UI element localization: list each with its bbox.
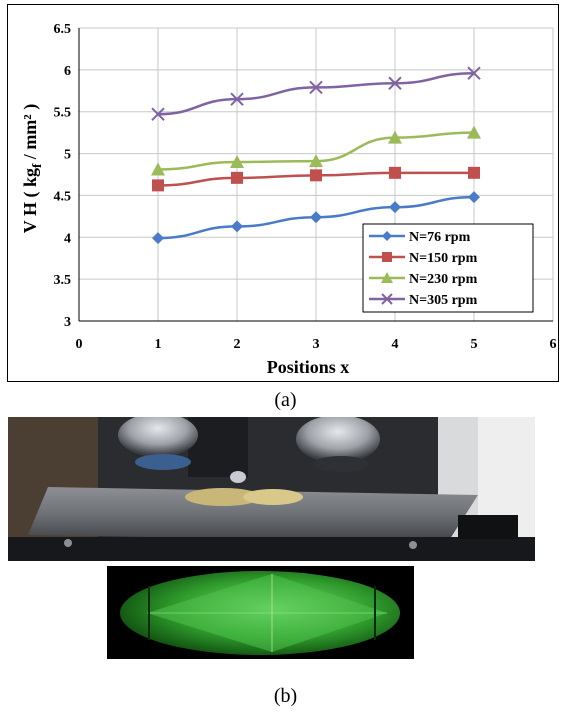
indentation-micrograph <box>107 566 414 659</box>
x-tick-label: 1 <box>155 337 162 352</box>
data-point-series-4 <box>388 76 402 90</box>
y-tick-label: 5 <box>64 148 71 163</box>
data-point-series-3 <box>388 130 402 144</box>
data-point-series-2 <box>152 179 164 192</box>
legend-marker-4 <box>381 293 393 305</box>
x-tick-label: 6 <box>550 337 557 352</box>
legend-marker-1 <box>382 231 392 241</box>
legend-label-3: N=230 rpm <box>409 272 478 287</box>
x-tick-label: 5 <box>471 337 478 352</box>
legend-marker-3 <box>381 272 393 283</box>
y-tick-label: 4 <box>64 231 71 246</box>
data-point-series-4 <box>309 80 323 95</box>
data-point-series-1 <box>152 232 164 245</box>
data-point-series-1 <box>310 211 322 224</box>
data-point-series-1 <box>468 191 480 204</box>
legend-label-2: N=150 rpm <box>409 251 478 266</box>
data-point-series-4 <box>230 92 244 106</box>
x-tick-label: 4 <box>392 337 399 352</box>
x-tick-label: 2 <box>234 337 241 352</box>
caption-b: (b) <box>273 685 298 707</box>
data-point-series-4 <box>467 66 481 80</box>
data-point-series-2 <box>231 171 243 184</box>
data-point-series-1 <box>231 220 243 233</box>
data-point-series-2 <box>310 169 322 182</box>
y-tick-label: 5.5 <box>54 106 72 121</box>
data-point-series-2 <box>389 166 401 179</box>
data-point-series-2 <box>468 166 480 179</box>
data-point-series-3 <box>230 154 244 168</box>
x-tick-label: 3 <box>313 337 320 352</box>
y-tick-label: 6.5 <box>54 22 72 37</box>
legend-label-1: N=76 rpm <box>409 230 471 245</box>
legend-marker-2 <box>382 252 392 262</box>
x-tick-label: 0 <box>76 337 83 352</box>
y-tick-label: 3 <box>64 315 71 330</box>
chart-frame: 0 1 2 3 4 5 6 3 3.5 4 4.5 5 5.5 6 6.5 Positions x V H ( … <box>7 4 559 382</box>
hardness-line-chart: 0 1 2 3 4 5 6 3 3.5 4 4.5 5 5.5 6 6.5 Positions x V H ( … <box>20 22 557 377</box>
data-point-series-3 <box>467 125 481 139</box>
x-axis-title: Positions x <box>267 357 350 377</box>
microhardness-tester-photo <box>8 417 535 561</box>
data-point-series-4 <box>151 107 165 121</box>
data-point-series-3 <box>151 162 165 176</box>
data-point-series-3 <box>309 154 323 168</box>
y-tick-label: 4.5 <box>54 189 72 204</box>
legend-box <box>362 223 534 313</box>
y-tick-label: 6 <box>64 64 71 79</box>
y-tick-label: 3.5 <box>54 273 72 288</box>
data-point-series-1 <box>389 201 401 214</box>
caption-a: (a) <box>274 389 297 411</box>
y-axis-title: V H ( kgf / mm² ) <box>20 104 44 233</box>
legend-label-4: N=305 rpm <box>409 293 478 308</box>
